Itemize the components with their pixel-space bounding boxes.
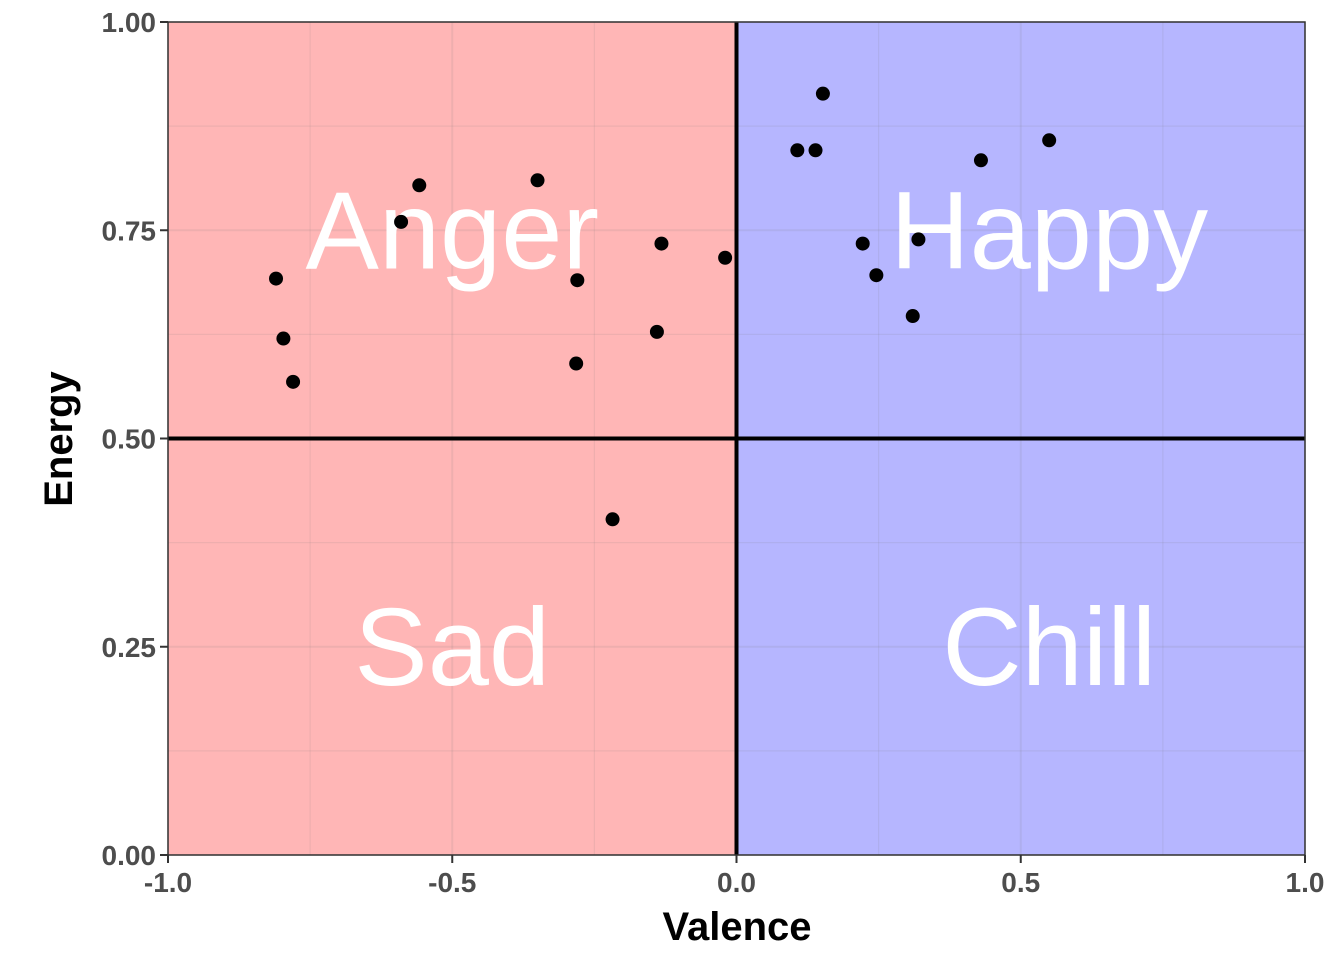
- x-tick-label: -0.5: [428, 867, 476, 898]
- x-axis-ticks: -1.0 -0.5 0.0 0.5 1.0: [144, 855, 1325, 898]
- data-point: [570, 273, 585, 288]
- data-point: [654, 236, 669, 251]
- data-point: [911, 232, 926, 247]
- reference-lines: [168, 22, 1305, 855]
- data-point: [790, 143, 805, 158]
- data-point: [815, 86, 830, 101]
- data-point: [1042, 133, 1057, 148]
- y-axis-ticks: 0.00 0.25 0.50 0.75 1.00: [102, 7, 168, 871]
- quadrant-labels: Anger Happy Sad Chill: [305, 169, 1208, 709]
- data-point: [569, 356, 584, 371]
- data-point: [530, 173, 545, 188]
- data-point: [869, 268, 884, 283]
- y-axis-title: Energy: [37, 370, 81, 506]
- data-point: [605, 512, 620, 527]
- y-tick-label: 1.00: [102, 7, 157, 38]
- data-point: [649, 324, 664, 339]
- quadrant-label-happy: Happy: [890, 169, 1208, 292]
- data-point: [905, 309, 920, 324]
- quadrant-label-chill: Chill: [942, 586, 1156, 709]
- y-tick-label: 0.75: [102, 215, 157, 246]
- data-point: [412, 178, 427, 193]
- data-point: [269, 271, 284, 286]
- y-tick-label: 0.00: [102, 840, 157, 871]
- y-tick-label: 0.25: [102, 632, 157, 663]
- x-axis-title: Valence: [662, 905, 811, 949]
- data-point: [394, 214, 409, 229]
- quadrant-label-anger: Anger: [305, 169, 599, 292]
- x-tick-label: -1.0: [144, 867, 192, 898]
- data-point: [855, 236, 870, 251]
- quadrant-label-sad: Sad: [354, 586, 550, 709]
- x-tick-label: 0.5: [1001, 867, 1040, 898]
- x-tick-label: 1.0: [1286, 867, 1325, 898]
- x-tick-label: 0.0: [717, 867, 756, 898]
- data-point: [276, 331, 291, 346]
- y-tick-label: 0.50: [102, 424, 157, 455]
- data-point: [718, 250, 733, 265]
- data-point: [808, 143, 823, 158]
- data-point: [973, 153, 988, 168]
- data-point: [286, 374, 301, 389]
- data-points: [269, 86, 1057, 527]
